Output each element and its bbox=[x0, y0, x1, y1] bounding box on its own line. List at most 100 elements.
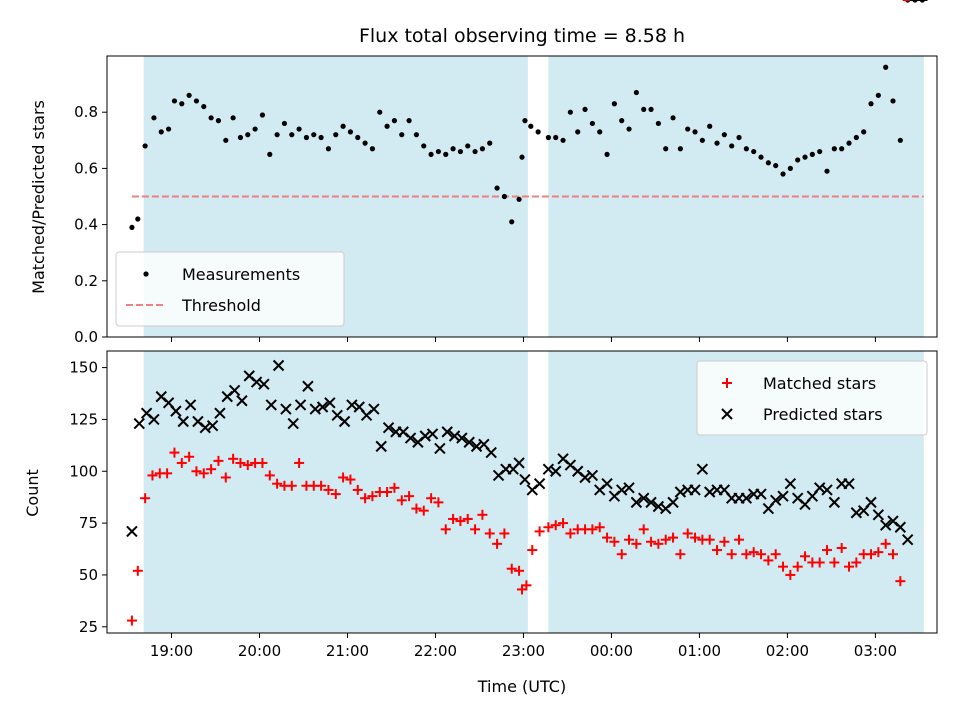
measurement-point bbox=[641, 106, 647, 112]
matched-stars-point bbox=[352, 484, 363, 495]
predicted-stars-point bbox=[630, 496, 643, 509]
matched-stars-point bbox=[382, 487, 393, 497]
matched-stars-point bbox=[286, 480, 297, 491]
predicted-stars-point bbox=[214, 407, 226, 419]
top-panel: 0.0 0.2 0.4 0.6 0.8 Measurements Threshold bbox=[74, 0, 938, 346]
matched-stars-point bbox=[169, 447, 180, 458]
matched-stars-point bbox=[338, 472, 349, 483]
predicted-stars-point bbox=[236, 395, 248, 407]
legend-label: Measurements bbox=[182, 265, 300, 284]
matched-stars-point bbox=[594, 522, 605, 533]
matched-stars-point bbox=[235, 457, 246, 468]
predicted-stars-point bbox=[404, 432, 417, 444]
measurement-point bbox=[655, 120, 661, 127]
matched-stars-point bbox=[873, 547, 884, 558]
predicted-stars-point bbox=[338, 415, 351, 428]
x-tick-label: 02:00 bbox=[766, 642, 809, 660]
matched-stars-point bbox=[602, 532, 613, 543]
measurement-point bbox=[201, 103, 207, 110]
measurement-point bbox=[245, 132, 251, 138]
measurement-point bbox=[362, 140, 368, 146]
matched-stars-point bbox=[206, 464, 217, 475]
x-tick-label: 01:00 bbox=[678, 642, 721, 660]
matched-stars-point bbox=[184, 451, 195, 462]
matched-stars-point bbox=[527, 545, 538, 556]
bottom-y-tick-label: 100 bbox=[69, 462, 98, 480]
measurement-point bbox=[501, 193, 508, 200]
x-tick-label: 23:00 bbox=[502, 642, 545, 660]
matched-stars-point bbox=[880, 538, 891, 549]
measurement-point bbox=[215, 118, 222, 124]
predicted-stars-point bbox=[879, 519, 892, 531]
matched-stars-point bbox=[492, 538, 503, 549]
measurement-point bbox=[846, 140, 852, 146]
measurement-point bbox=[751, 148, 757, 155]
measurement-point bbox=[479, 146, 486, 152]
matched-stars-point bbox=[330, 489, 341, 500]
measurement-point bbox=[582, 106, 588, 112]
measurement-point bbox=[457, 148, 464, 155]
measurement-point bbox=[736, 134, 742, 141]
measurement-point bbox=[714, 140, 720, 146]
predicted-stars-point bbox=[828, 496, 841, 509]
measurement-point bbox=[824, 168, 830, 174]
x-tick-label: 22:00 bbox=[414, 642, 457, 660]
matched-stars-point bbox=[638, 524, 649, 535]
measurement-point bbox=[597, 129, 603, 135]
measurement-point bbox=[773, 162, 779, 169]
predicted-stars-point bbox=[784, 477, 797, 490]
matched-stars-point bbox=[477, 509, 488, 520]
matched-stars-point bbox=[543, 522, 554, 533]
matched-stars-point bbox=[506, 563, 517, 574]
measurement-point bbox=[230, 115, 236, 121]
matched-stars-point bbox=[294, 457, 305, 468]
measurement-point bbox=[890, 98, 896, 104]
matched-stars-point bbox=[829, 557, 840, 568]
matched-stars-point bbox=[851, 557, 862, 568]
measurement-point bbox=[802, 154, 808, 160]
matched-stars-point bbox=[242, 460, 253, 471]
matched-stars-point bbox=[800, 551, 811, 562]
predicted-stars-point bbox=[696, 463, 709, 475]
predicted-stars-point bbox=[689, 484, 701, 496]
legend-label: Predicted stars bbox=[763, 405, 883, 424]
measurement-point bbox=[535, 129, 541, 135]
x-axis-label: Time (UTC) bbox=[477, 677, 566, 696]
matched-stars-point bbox=[470, 524, 481, 535]
measurement-point bbox=[399, 132, 405, 138]
matched-stars-point bbox=[668, 532, 679, 543]
measurement-point bbox=[853, 134, 859, 141]
measurement-point bbox=[303, 134, 310, 141]
measurement-point bbox=[875, 92, 881, 98]
measurement-point bbox=[487, 140, 493, 146]
measurement-point bbox=[318, 134, 324, 141]
measurement-point bbox=[465, 143, 471, 149]
measurement-point bbox=[663, 146, 669, 152]
top-y-axis-label: Matched/Predicted stars bbox=[29, 100, 48, 294]
measurement-point bbox=[787, 165, 793, 171]
measurement-point bbox=[729, 143, 735, 149]
matched-stars-point bbox=[660, 534, 671, 545]
predicted-stars-point bbox=[740, 492, 753, 504]
measurement-point bbox=[575, 129, 581, 135]
measurement-point bbox=[435, 148, 442, 155]
x-tick-label: 21:00 bbox=[326, 642, 369, 660]
predicted-stars-point bbox=[645, 496, 657, 509]
measurement-point bbox=[237, 134, 244, 141]
matched-stars-point bbox=[323, 484, 334, 495]
measurement-point bbox=[758, 154, 764, 160]
measurement-point bbox=[179, 101, 185, 107]
measurement-point bbox=[333, 132, 339, 138]
bottom-y-tick-label: 125 bbox=[69, 410, 98, 428]
matched-stars-point bbox=[653, 538, 664, 549]
matched-stars-point bbox=[565, 528, 576, 539]
predicted-stars-point bbox=[170, 405, 182, 417]
matched-stars-point bbox=[770, 549, 781, 560]
predicted-stars-point bbox=[513, 457, 525, 469]
measurement-point bbox=[817, 148, 823, 155]
measurement-point bbox=[809, 151, 815, 157]
predicted-stars-point bbox=[434, 442, 446, 455]
matched-stars-point bbox=[191, 466, 202, 477]
matched-stars-point bbox=[345, 474, 356, 485]
predicted-stars-point bbox=[148, 413, 160, 426]
